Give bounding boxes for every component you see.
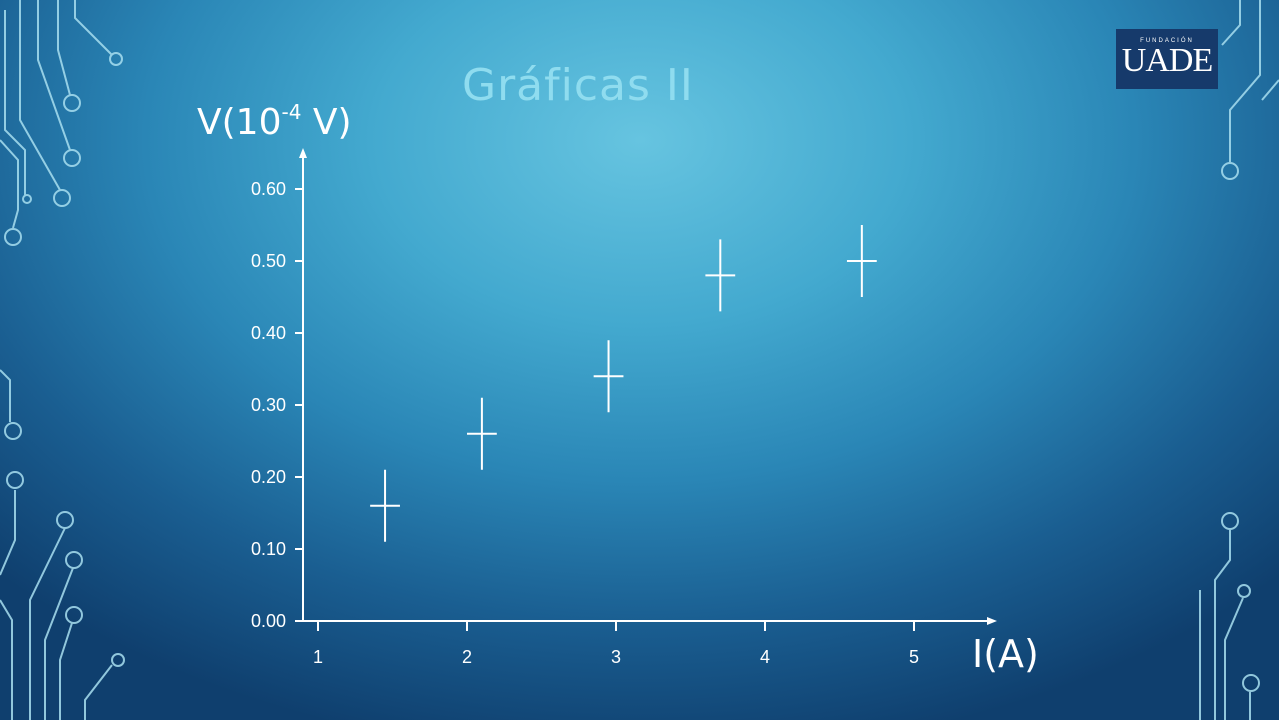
x-axis-label: I(A): [972, 632, 1039, 676]
x-tick-label-0: 1: [313, 647, 323, 667]
x-tick-label-1: 2: [462, 647, 472, 667]
y-tick-label-6: 0.60: [251, 179, 286, 199]
y-tick-label-5: 0.50: [251, 251, 286, 271]
y-tick-label-2: 0.20: [251, 467, 286, 487]
y-tick-label-4: 0.40: [251, 323, 286, 343]
logo-top-text: FUNDACIÓN: [1140, 38, 1194, 44]
y-axis-label: V(10-4 V): [197, 100, 352, 143]
logo-main-text: UADE: [1121, 42, 1213, 79]
y-tick-label-3: 0.30: [251, 395, 286, 415]
y-axis-arrow: [299, 148, 307, 158]
y-axis-label-base: V(10: [197, 102, 282, 143]
slide-title: Gráficas II: [462, 60, 694, 111]
x-axis-arrow: [987, 617, 997, 625]
y-axis-label-exponent: -4: [281, 100, 302, 124]
x-tick-label-2: 3: [611, 647, 621, 667]
uade-logo: FUNDACIÓN UADE: [1116, 29, 1218, 89]
x-tick-label-3: 4: [760, 647, 770, 667]
y-tick-label-0: 0.00: [251, 611, 286, 631]
y-axis-label-unit: V): [301, 102, 352, 143]
y-tick-label-1: 0.10: [251, 539, 286, 559]
x-tick-label-4: 5: [909, 647, 919, 667]
